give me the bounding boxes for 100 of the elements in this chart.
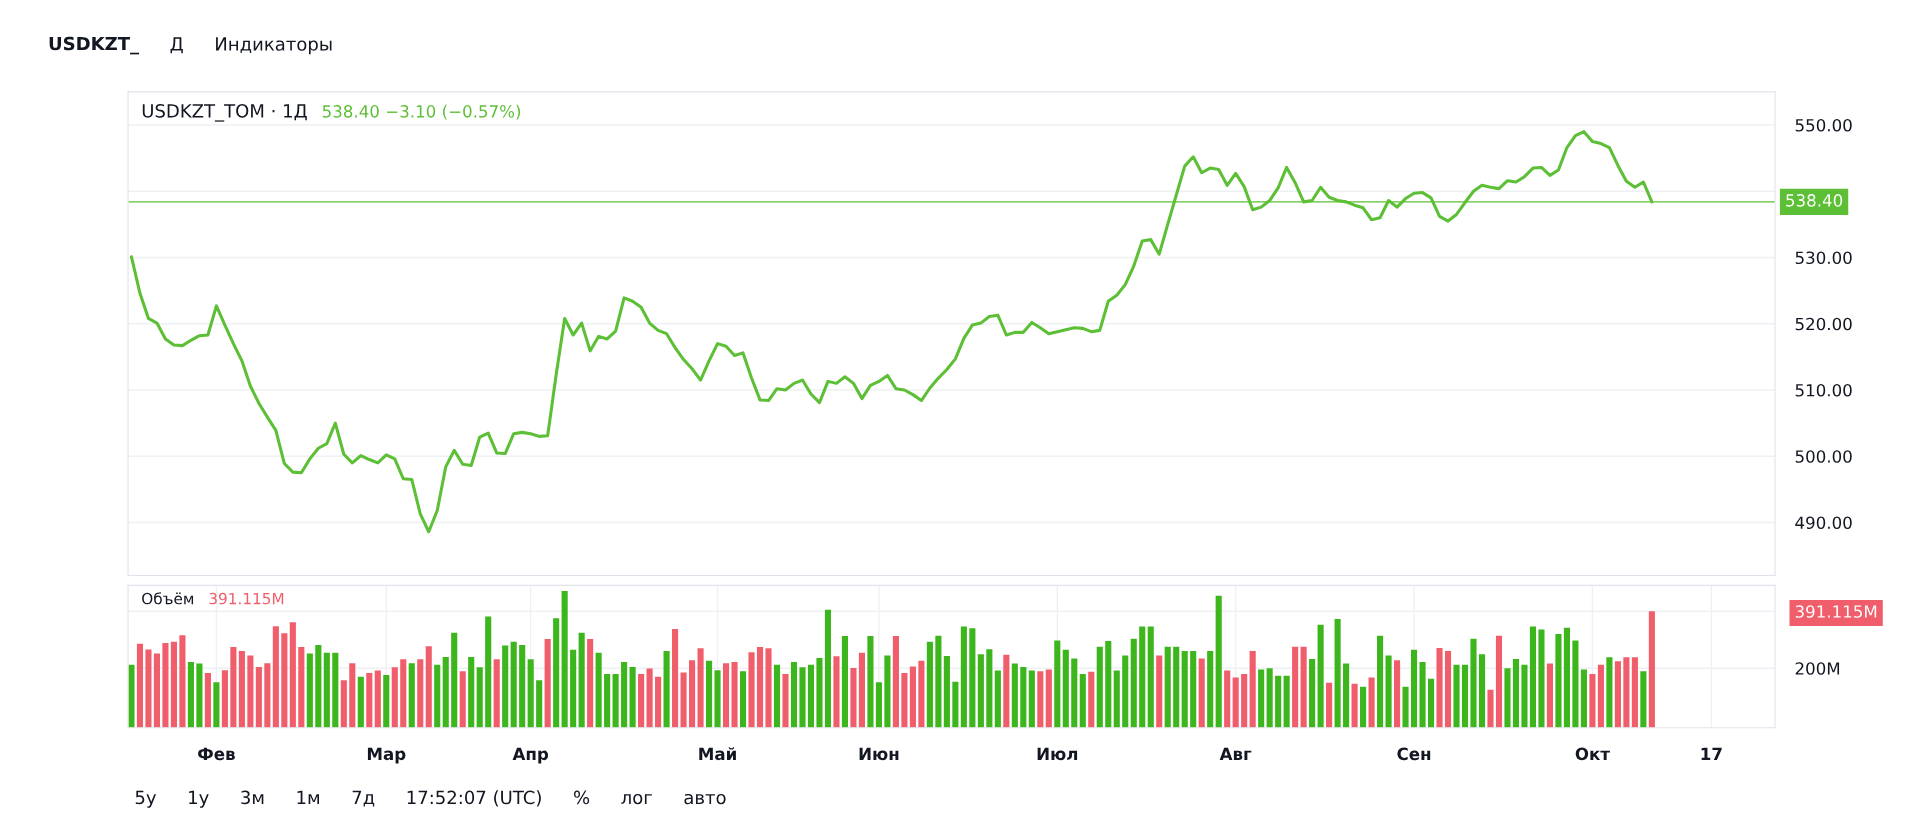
bar (790, 661, 798, 728)
bar (1215, 595, 1222, 728)
bar (272, 626, 279, 728)
bar (960, 626, 967, 728)
x-tick-label: Апр (512, 747, 549, 764)
bar (1572, 640, 1579, 728)
bar (1207, 650, 1214, 728)
bar (1563, 627, 1570, 728)
bar (340, 680, 347, 728)
bar (136, 643, 144, 728)
bar (1555, 633, 1562, 728)
bar (1461, 664, 1469, 728)
bar (1546, 663, 1554, 728)
bar (994, 670, 1001, 728)
bar (519, 644, 526, 728)
bar (943, 656, 950, 728)
bar (128, 664, 135, 728)
bar (417, 659, 424, 728)
bar (434, 664, 441, 728)
x-tick-label: Май (699, 747, 736, 761)
bar (1139, 626, 1146, 728)
chart-title: Объём (142, 592, 194, 605)
bar (306, 653, 313, 728)
bar (1317, 624, 1324, 728)
x-tick-label: Авг (1219, 747, 1252, 760)
bar (756, 647, 764, 728)
bar (1360, 686, 1367, 728)
bar (570, 649, 577, 728)
bar (1427, 678, 1435, 728)
bar (204, 672, 211, 728)
bar (1504, 668, 1511, 728)
bar (459, 671, 466, 728)
bar (196, 663, 203, 728)
bar (162, 642, 169, 728)
bar (578, 632, 585, 728)
bar (357, 676, 364, 728)
bar (858, 652, 865, 728)
bar (638, 673, 645, 728)
bar (230, 647, 237, 728)
bar (663, 650, 670, 728)
bar (1394, 660, 1401, 728)
text: Д (170, 37, 183, 54)
y-tick-label: 200M (1795, 662, 1840, 675)
bar (1045, 669, 1052, 728)
bar (1419, 661, 1426, 728)
bar (1173, 646, 1180, 728)
ref-line-label: 538.40 (1786, 194, 1843, 207)
bar (1648, 611, 1655, 728)
bar (986, 649, 993, 728)
bar (875, 682, 882, 728)
x-tick-label: Окт (1575, 747, 1610, 761)
bar (1529, 626, 1537, 728)
bar (1487, 689, 1494, 728)
bar (1283, 675, 1290, 728)
bar (332, 652, 339, 728)
bar (722, 663, 730, 728)
bar (1232, 677, 1239, 728)
bar (1368, 677, 1375, 728)
bar (884, 655, 891, 728)
bar (1071, 658, 1078, 728)
bar (1580, 669, 1587, 728)
bar (587, 639, 594, 728)
bar (1343, 663, 1350, 728)
bar (773, 664, 781, 728)
bar (451, 632, 458, 728)
bar (918, 660, 925, 728)
bar (612, 673, 619, 728)
bar (281, 633, 288, 728)
bar (221, 670, 228, 728)
text: 7д (352, 790, 375, 807)
bar (502, 645, 509, 728)
bar (187, 661, 194, 728)
bar (1122, 655, 1129, 728)
bar (1623, 657, 1630, 728)
y-tick-label: 510.00 (1795, 383, 1852, 397)
bar (850, 667, 857, 728)
bar (1453, 664, 1460, 728)
bar (1512, 658, 1520, 728)
bar (408, 663, 415, 728)
bar (544, 639, 551, 728)
bar (765, 648, 772, 728)
bar (1011, 663, 1018, 728)
text: 17:52:07 (UTC) (407, 790, 541, 807)
bar (1300, 646, 1307, 728)
bar (867, 636, 874, 728)
y-tick-label: 391.115M (1795, 605, 1877, 618)
y-tick-label: 550.00 (1795, 118, 1852, 132)
bar (1190, 650, 1197, 728)
bar (1249, 650, 1256, 728)
bar (739, 671, 747, 728)
bar (807, 664, 815, 728)
bar (1309, 658, 1316, 728)
bar (1334, 619, 1341, 728)
bar (1096, 646, 1103, 728)
bar (714, 670, 721, 728)
bar (1275, 675, 1282, 728)
bar (374, 670, 381, 728)
bar (731, 661, 738, 728)
bar (1105, 641, 1112, 728)
bar (1436, 647, 1443, 728)
